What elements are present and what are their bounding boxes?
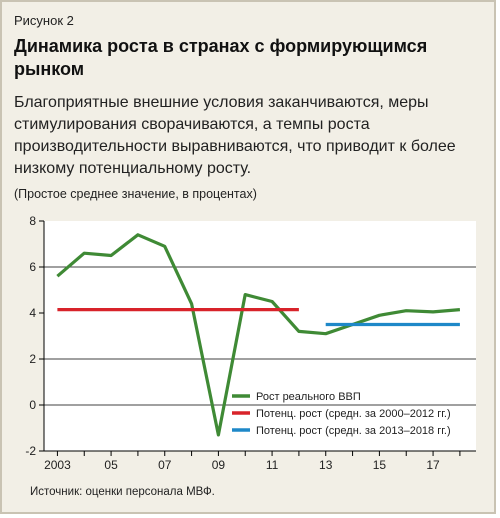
- x-tick-label: 11: [266, 458, 279, 472]
- y-tick-label: 4: [29, 306, 36, 320]
- x-tick-label: 15: [373, 458, 387, 472]
- x-tick-label: 2003: [44, 458, 71, 472]
- x-tick-label: 07: [158, 458, 172, 472]
- x-tick-label: 13: [319, 458, 333, 472]
- plot-area: [44, 221, 476, 451]
- x-tick-label: 17: [426, 458, 440, 472]
- x-tick-label: 09: [212, 458, 226, 472]
- x-tick-label: 05: [104, 458, 118, 472]
- units-note: (Простое среднее значение, в процентах): [14, 187, 257, 201]
- y-tick-label: 6: [29, 260, 36, 274]
- source-note: Источник: оценки персонала МВФ.: [30, 486, 215, 498]
- chart-title: Динамика роста в странах с формирующимся…: [14, 36, 428, 79]
- y-tick-label: 2: [29, 352, 36, 366]
- legend-label: Потенц. рост (средн. за 2013–2018 гг.): [256, 425, 451, 437]
- figure-label: Рисунок 2: [14, 13, 74, 28]
- legend-label: Потенц. рост (средн. за 2000–2012 гг.): [256, 408, 451, 420]
- y-tick-label: 8: [29, 214, 36, 228]
- y-tick-label: -2: [25, 444, 36, 458]
- legend-label: Рост реального ВВП: [256, 391, 361, 403]
- series-line-real-gdp-growth: [56, 233, 461, 437]
- chart-subtitle: Благоприятные внешние условия заканчиваю…: [14, 94, 456, 177]
- y-tick-label: 0: [29, 398, 36, 412]
